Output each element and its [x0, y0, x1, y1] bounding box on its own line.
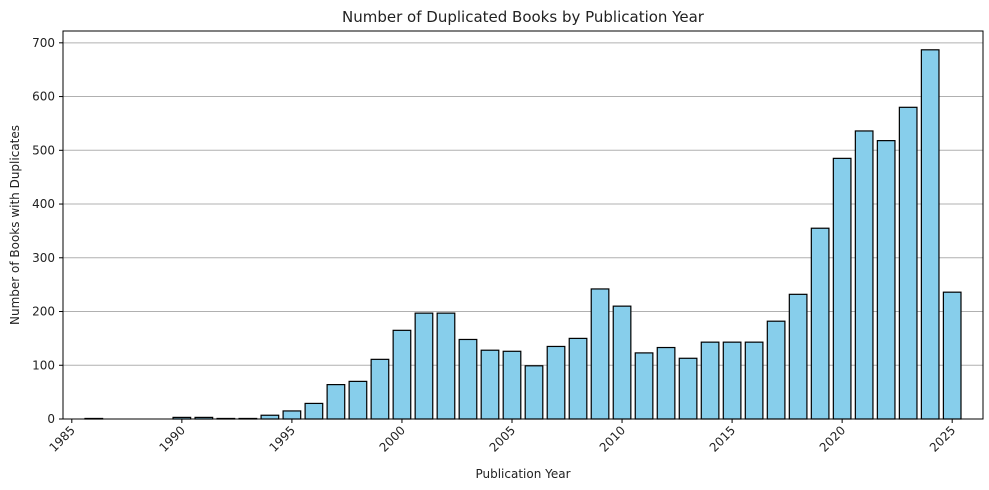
bar-1999 — [370, 358, 390, 420]
x-tick-label-2020: 2020 — [817, 423, 848, 454]
plot-frame — [62, 30, 984, 420]
x-axis-ticks: 1985 1990 1995 2000 2005 2010 2015 2020 2025 — [46, 419, 958, 455]
bar-2012 — [656, 346, 676, 420]
bar-2018 — [788, 293, 808, 420]
bar-2025 — [942, 291, 962, 420]
bar-2001 — [414, 312, 434, 420]
bar-2013 — [678, 357, 698, 420]
bar-2021 — [854, 130, 874, 420]
bar-2005 — [502, 350, 522, 420]
bar-2019 — [810, 227, 830, 420]
bar-1994 — [260, 414, 280, 420]
y-tick-label-400: 400 — [32, 197, 55, 211]
bar-2008 — [568, 337, 588, 420]
bars — [84, 49, 962, 420]
y-tick-label-300: 300 — [32, 251, 55, 265]
bar-2015 — [722, 341, 742, 420]
x-tick-label-2000: 2000 — [377, 423, 408, 454]
x-tick-label-1990: 1990 — [156, 423, 187, 454]
x-tick-label-2015: 2015 — [707, 423, 738, 454]
y-tick-label-0: 0 — [47, 412, 55, 426]
bar-2020 — [832, 157, 852, 420]
y-tick-label-700: 700 — [32, 36, 55, 50]
x-tick-label-2005: 2005 — [487, 423, 518, 454]
bar-2006 — [524, 365, 544, 420]
bar-2000 — [392, 329, 412, 420]
chart-title: Number of Duplicated Books by Publicatio… — [342, 8, 705, 26]
y-axis-ticks: 0 100 200 300 400 500 600 700 — [32, 36, 63, 426]
x-tick-label-2025: 2025 — [927, 423, 958, 454]
bar-2007 — [546, 345, 566, 420]
bar-2016 — [744, 341, 764, 420]
bar-2009 — [590, 288, 610, 420]
y-tick-label-500: 500 — [32, 143, 55, 157]
gridlines — [63, 42, 983, 366]
bar-2004 — [480, 349, 500, 420]
bar-2014 — [700, 341, 720, 420]
bar-1998 — [348, 380, 368, 420]
y-tick-label-600: 600 — [32, 90, 55, 104]
x-tick-label-1985: 1985 — [46, 423, 77, 454]
y-tick-label-100: 100 — [32, 358, 55, 372]
x-axis-label: Publication Year — [475, 467, 570, 481]
bar-2011 — [634, 352, 654, 420]
x-tick-label-2010: 2010 — [597, 423, 628, 454]
bar-2022 — [876, 140, 896, 420]
bar-1995 — [282, 410, 302, 420]
bar-2002 — [436, 312, 456, 420]
y-tick-label-200: 200 — [32, 305, 55, 319]
bar-2023 — [898, 106, 918, 420]
bar-2017 — [766, 320, 786, 420]
bar-1997 — [326, 384, 346, 420]
x-tick-label-1995: 1995 — [267, 423, 298, 454]
y-axis-label: Number of Books with Duplicates — [8, 125, 22, 325]
bar-1996 — [304, 402, 324, 420]
bar-2003 — [458, 338, 478, 420]
bar-2024 — [920, 49, 940, 420]
bar-2010 — [612, 305, 632, 420]
